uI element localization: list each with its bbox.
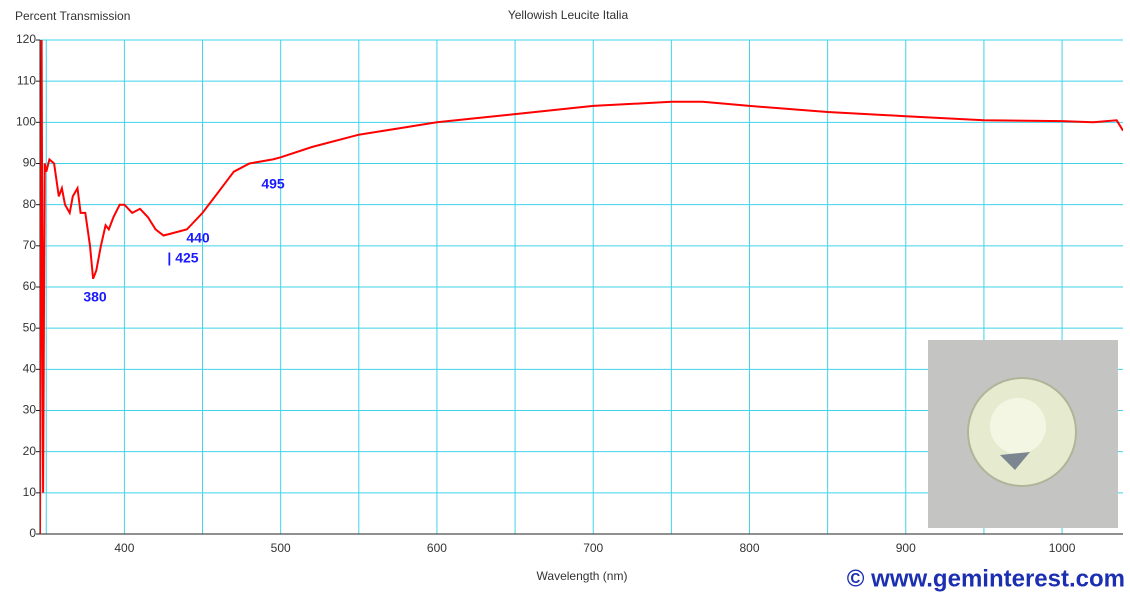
x-tick-label: 600 — [427, 541, 447, 555]
watermark: © www.geminterest.com — [847, 565, 1125, 592]
gem-facet — [990, 398, 1046, 454]
y-tick-label: 120 — [16, 32, 36, 46]
y-tick-label: 30 — [23, 403, 37, 417]
annotation: 440 — [186, 230, 210, 246]
y-tick-label: 90 — [23, 156, 37, 170]
y-tick-label: 50 — [23, 320, 37, 334]
y-tick-label: 70 — [23, 238, 37, 252]
x-tick-label: 500 — [271, 541, 291, 555]
gem-photo — [928, 340, 1118, 528]
y-tick-label: 20 — [23, 444, 37, 458]
x-tick-label: 1000 — [1049, 541, 1076, 555]
annotation: | 425 — [167, 250, 198, 266]
y-tick-label: 10 — [23, 485, 37, 499]
annotation: 495 — [261, 176, 285, 192]
y-tick-label: 40 — [23, 362, 37, 376]
y-tick-label: 60 — [23, 279, 37, 293]
x-tick-label: 900 — [896, 541, 916, 555]
x-tick-label: 400 — [114, 541, 134, 555]
y-tick-label: 100 — [16, 115, 36, 129]
x-tick-label: 800 — [739, 541, 759, 555]
annotation: 380 — [83, 289, 107, 305]
data-line — [40, 40, 1123, 534]
y-axis-label: Percent Transmission — [15, 9, 130, 23]
grid — [40, 39, 1123, 535]
y-tick-label: 110 — [17, 73, 36, 87]
y-tick-label: 0 — [29, 526, 36, 540]
y-tick-label: 80 — [23, 197, 37, 211]
chart-title: Yellowish Leucite Italia — [508, 8, 629, 22]
x-axis-label: Wavelength (nm) — [537, 569, 628, 583]
x-tick-label: 700 — [583, 541, 603, 555]
gem-shadow — [1000, 452, 1030, 470]
